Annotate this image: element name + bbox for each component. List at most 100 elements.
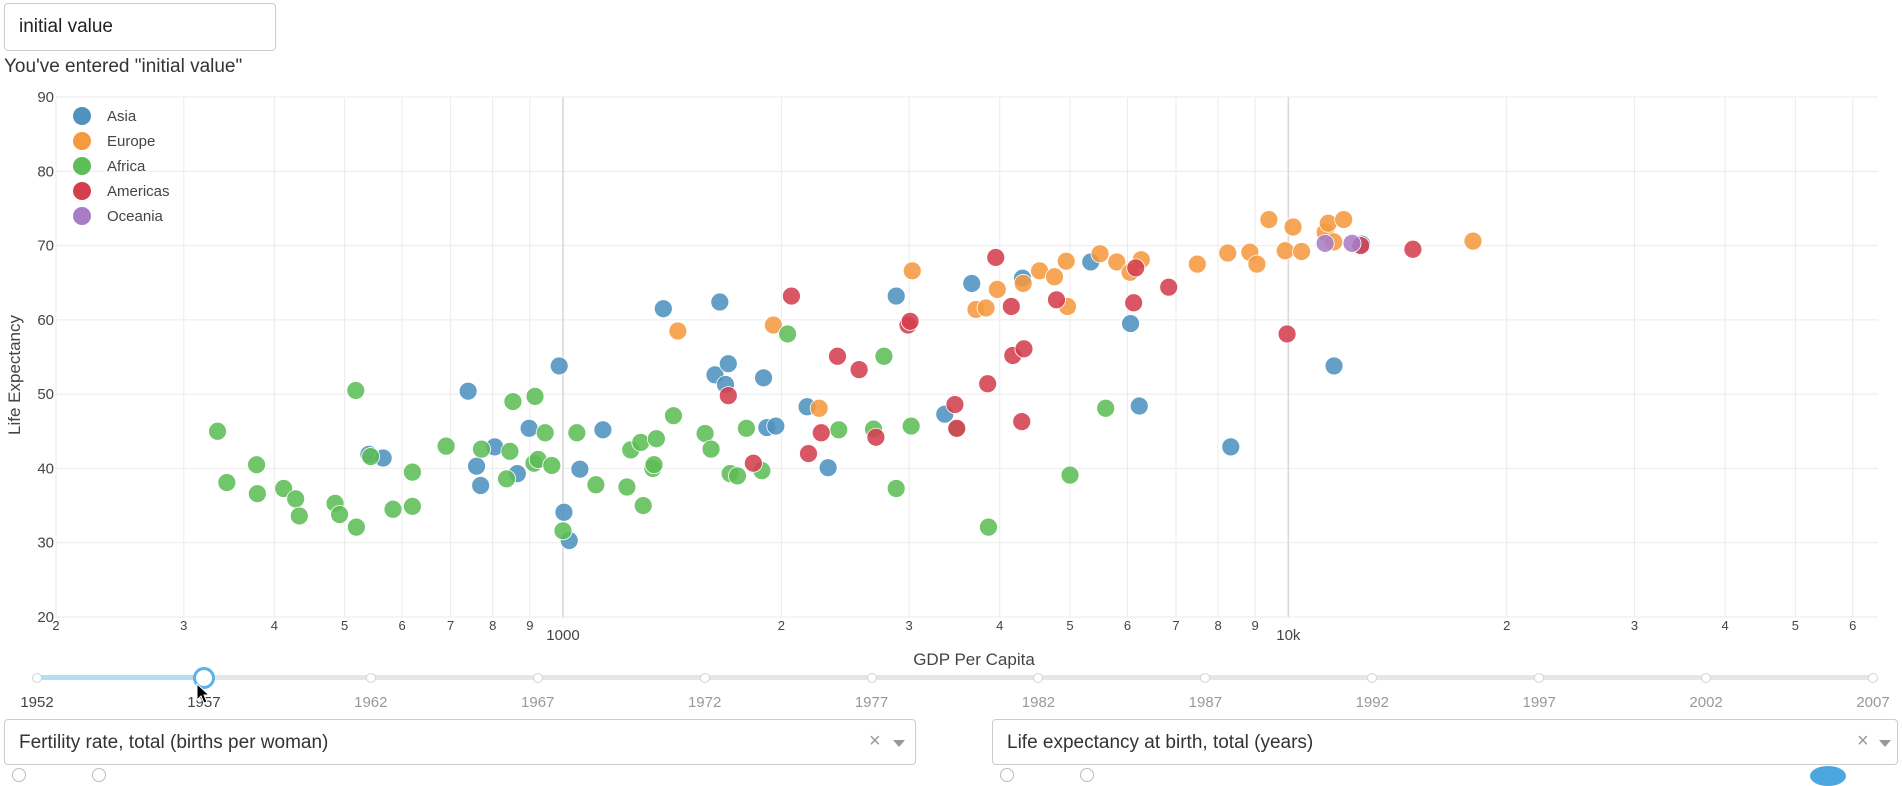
x-tick-label: 9 bbox=[1252, 618, 1259, 633]
clear-icon[interactable]: × bbox=[869, 730, 881, 752]
point-americas bbox=[1159, 277, 1179, 297]
slider-label-1992[interactable]: 1992 bbox=[1355, 694, 1389, 711]
x-tick-label: 10k bbox=[1276, 627, 1301, 644]
point-americas bbox=[1047, 290, 1066, 310]
point-asia bbox=[718, 354, 738, 374]
slider-tick-1997[interactable] bbox=[1534, 673, 1545, 683]
slider-tick-1977[interactable] bbox=[866, 673, 877, 683]
year-slider-labels: 1952195719621967197219771982198719921997… bbox=[0, 694, 1902, 714]
point-europe bbox=[1013, 274, 1033, 293]
point-americas bbox=[743, 453, 763, 473]
x-scale-radio-linear[interactable] bbox=[12, 768, 26, 782]
point-americas bbox=[799, 444, 818, 463]
point-africa bbox=[403, 462, 422, 482]
point-africa bbox=[631, 433, 651, 452]
point-asia bbox=[554, 502, 574, 522]
point-europe bbox=[1247, 254, 1267, 274]
slider-tick-1972[interactable] bbox=[699, 673, 710, 683]
point-americas bbox=[986, 248, 1006, 267]
slider-label-1987[interactable]: 1987 bbox=[1188, 694, 1223, 711]
x-scale-radio-log[interactable] bbox=[92, 768, 106, 782]
point-americas bbox=[1001, 297, 1021, 316]
slider-label-1952[interactable]: 1952 bbox=[20, 694, 54, 711]
point-asia bbox=[886, 286, 906, 306]
point-europe bbox=[902, 261, 922, 281]
slider-label-2007[interactable]: 2007 bbox=[1856, 694, 1890, 711]
slider-label-1962[interactable]: 1962 bbox=[354, 694, 388, 711]
slider-label-1967[interactable]: 1967 bbox=[521, 694, 555, 711]
y-tick-label: 50 bbox=[37, 386, 54, 403]
slider-tick-1992[interactable] bbox=[1367, 673, 1378, 683]
chevron-down-icon[interactable] bbox=[893, 740, 905, 747]
y-scale-radio-log[interactable] bbox=[1080, 768, 1094, 782]
slider-tick-1987[interactable] bbox=[1200, 673, 1211, 683]
legend-marker[interactable] bbox=[73, 207, 91, 225]
point-americas bbox=[1124, 293, 1144, 313]
point-africa bbox=[586, 475, 606, 495]
toggle-button[interactable] bbox=[1810, 766, 1846, 786]
point-europe bbox=[1107, 252, 1127, 272]
input-echo-text: You've entered "initial value" bbox=[4, 56, 243, 77]
point-africa bbox=[247, 484, 267, 504]
slider-tick-2002[interactable] bbox=[1701, 673, 1712, 683]
point-asia bbox=[653, 299, 673, 319]
legend-label[interactable]: Oceania bbox=[107, 208, 164, 225]
legend-marker[interactable] bbox=[73, 107, 91, 125]
clear-icon[interactable]: × bbox=[1857, 730, 1869, 752]
point-africa bbox=[737, 418, 756, 438]
point-asia bbox=[1121, 314, 1140, 333]
point-asia bbox=[570, 459, 590, 479]
legend-label[interactable]: Americas bbox=[107, 183, 170, 200]
x-tick-label: 4 bbox=[1721, 618, 1728, 633]
slider-handle[interactable] bbox=[192, 667, 215, 689]
point-europe bbox=[1259, 210, 1279, 229]
x-indicator-dropdown[interactable]: Fertility rate, total (births per woman)… bbox=[4, 719, 916, 765]
legend-marker[interactable] bbox=[73, 132, 91, 150]
point-americas bbox=[1277, 324, 1297, 344]
legend-label[interactable]: Asia bbox=[107, 108, 137, 125]
point-africa bbox=[829, 420, 849, 440]
point-americas bbox=[978, 374, 998, 394]
point-oceania bbox=[1342, 233, 1362, 253]
x-tick-label: 5 bbox=[1792, 618, 1799, 633]
point-asia bbox=[593, 420, 613, 440]
slider-label-2002[interactable]: 2002 bbox=[1689, 694, 1723, 711]
point-africa bbox=[208, 421, 227, 441]
slider-tick-1967[interactable] bbox=[532, 673, 543, 683]
slider-tick-1982[interactable] bbox=[1033, 673, 1044, 683]
x-tick-label: 5 bbox=[341, 618, 348, 633]
legend-marker[interactable] bbox=[73, 182, 91, 200]
chevron-down-icon[interactable] bbox=[1879, 740, 1891, 747]
x-tick-label: 8 bbox=[1214, 618, 1221, 633]
x-tick-label: 6 bbox=[1849, 618, 1856, 633]
legend-label[interactable]: Europe bbox=[107, 133, 155, 150]
slider-tick-2007[interactable] bbox=[1868, 673, 1878, 683]
point-americas bbox=[782, 286, 801, 306]
scatter-chart[interactable]: 20 30 40 50 60 70 80 90 2 3 4 5 6 7 8 9 1000 2 3 4 5 6 7 8 9 10k… bbox=[0, 80, 1902, 670]
point-africa bbox=[472, 439, 491, 459]
point-europe bbox=[987, 279, 1007, 299]
slider-label-1997[interactable]: 1997 bbox=[1522, 694, 1556, 711]
y-indicator-value: Life expectancy at birth, total (years) bbox=[1007, 732, 1314, 753]
y-scale-radio-linear[interactable] bbox=[1000, 768, 1014, 782]
point-europe bbox=[1275, 241, 1295, 261]
point-africa bbox=[436, 436, 456, 456]
legend[interactable]: Asia Europe Africa Americas Oceania bbox=[73, 107, 170, 225]
slider-label-1972[interactable]: 1972 bbox=[687, 694, 722, 711]
point-africa bbox=[979, 517, 998, 537]
point-asia bbox=[467, 456, 486, 476]
point-africa bbox=[886, 479, 906, 498]
point-asia bbox=[549, 356, 569, 376]
slider-label-1982[interactable]: 1982 bbox=[1021, 694, 1056, 711]
legend-label[interactable]: Africa bbox=[107, 158, 146, 175]
year-slider[interactable] bbox=[32, 667, 1878, 689]
text-input[interactable] bbox=[4, 3, 276, 51]
legend-marker[interactable] bbox=[73, 157, 91, 175]
slider-tick-1952[interactable] bbox=[32, 673, 42, 683]
point-europe bbox=[1318, 213, 1338, 233]
slider-tick-1962[interactable] bbox=[365, 673, 376, 683]
y-indicator-dropdown[interactable]: Life expectancy at birth, total (years) … bbox=[992, 719, 1898, 765]
point-europe bbox=[809, 398, 829, 418]
point-africa bbox=[346, 517, 366, 537]
slider-label-1977[interactable]: 1977 bbox=[854, 694, 889, 711]
